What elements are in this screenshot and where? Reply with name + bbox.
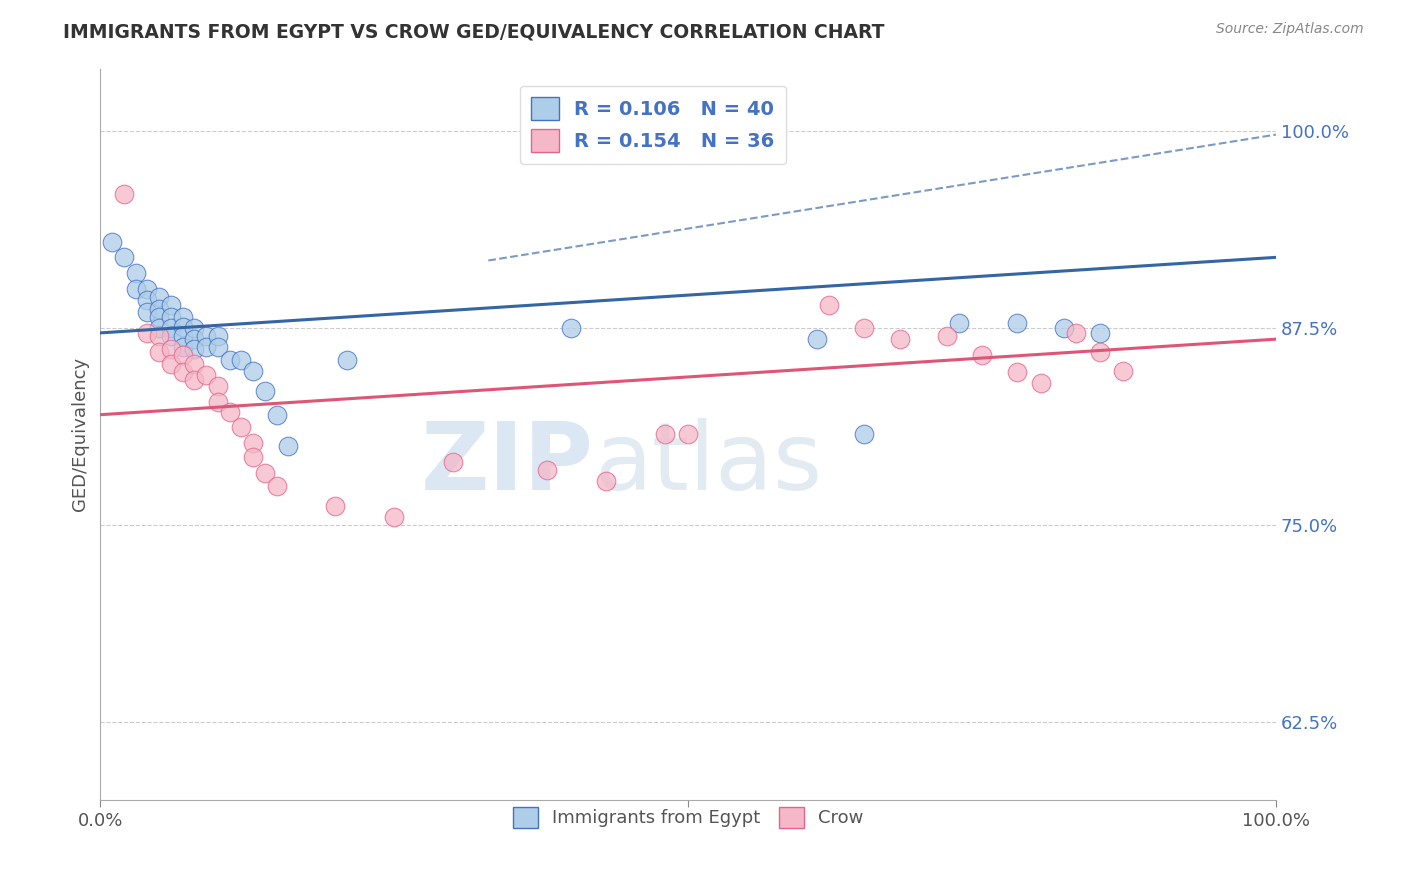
Point — [853, 321, 876, 335]
Point — [266, 478, 288, 492]
Point — [560, 321, 582, 335]
Point — [148, 290, 170, 304]
Point — [195, 368, 218, 383]
Y-axis label: GED/Equivalency: GED/Equivalency — [72, 358, 89, 511]
Point — [853, 426, 876, 441]
Point — [382, 510, 405, 524]
Point — [172, 340, 194, 354]
Point — [101, 235, 124, 249]
Point — [112, 251, 135, 265]
Point — [253, 466, 276, 480]
Point — [1007, 317, 1029, 331]
Point — [160, 297, 183, 311]
Point — [806, 332, 828, 346]
Point — [172, 310, 194, 325]
Point — [1088, 344, 1111, 359]
Point — [207, 329, 229, 343]
Point — [277, 439, 299, 453]
Point — [136, 293, 159, 307]
Point — [1029, 376, 1052, 391]
Point — [160, 310, 183, 325]
Point — [242, 364, 264, 378]
Point — [112, 187, 135, 202]
Point — [195, 340, 218, 354]
Point — [160, 342, 183, 356]
Text: atlas: atlas — [595, 417, 823, 509]
Point — [136, 305, 159, 319]
Point — [253, 384, 276, 398]
Point — [183, 342, 205, 356]
Point — [242, 450, 264, 465]
Point — [595, 474, 617, 488]
Point — [218, 404, 240, 418]
Point — [676, 426, 699, 441]
Point — [207, 379, 229, 393]
Point — [148, 321, 170, 335]
Point — [148, 329, 170, 343]
Point — [172, 365, 194, 379]
Point — [207, 340, 229, 354]
Point — [160, 321, 183, 335]
Text: IMMIGRANTS FROM EGYPT VS CROW GED/EQUIVALENCY CORRELATION CHART: IMMIGRANTS FROM EGYPT VS CROW GED/EQUIVA… — [63, 22, 884, 41]
Point — [1064, 326, 1087, 340]
Point — [1112, 364, 1135, 378]
Point — [231, 352, 253, 367]
Text: Source: ZipAtlas.com: Source: ZipAtlas.com — [1216, 22, 1364, 37]
Point — [654, 426, 676, 441]
Point — [148, 344, 170, 359]
Point — [970, 348, 993, 362]
Point — [889, 332, 911, 346]
Legend: Immigrants from Egypt, Crow: Immigrants from Egypt, Crow — [505, 800, 870, 835]
Text: ZIP: ZIP — [422, 417, 595, 509]
Point — [231, 420, 253, 434]
Point — [935, 329, 957, 343]
Point — [172, 348, 194, 362]
Point — [818, 297, 841, 311]
Point — [218, 352, 240, 367]
Point — [183, 332, 205, 346]
Point — [124, 266, 146, 280]
Point — [441, 455, 464, 469]
Point — [207, 395, 229, 409]
Point — [136, 282, 159, 296]
Point — [160, 329, 183, 343]
Point — [242, 436, 264, 450]
Point — [160, 357, 183, 371]
Point — [195, 329, 218, 343]
Point — [148, 302, 170, 317]
Point — [136, 326, 159, 340]
Point — [172, 329, 194, 343]
Point — [148, 310, 170, 325]
Point — [183, 321, 205, 335]
Point — [325, 499, 347, 513]
Point — [266, 408, 288, 422]
Point — [948, 317, 970, 331]
Point — [183, 373, 205, 387]
Point — [536, 463, 558, 477]
Point — [336, 352, 359, 367]
Point — [1088, 326, 1111, 340]
Point — [1053, 321, 1076, 335]
Point — [124, 282, 146, 296]
Point — [172, 319, 194, 334]
Point — [1007, 365, 1029, 379]
Point — [183, 357, 205, 371]
